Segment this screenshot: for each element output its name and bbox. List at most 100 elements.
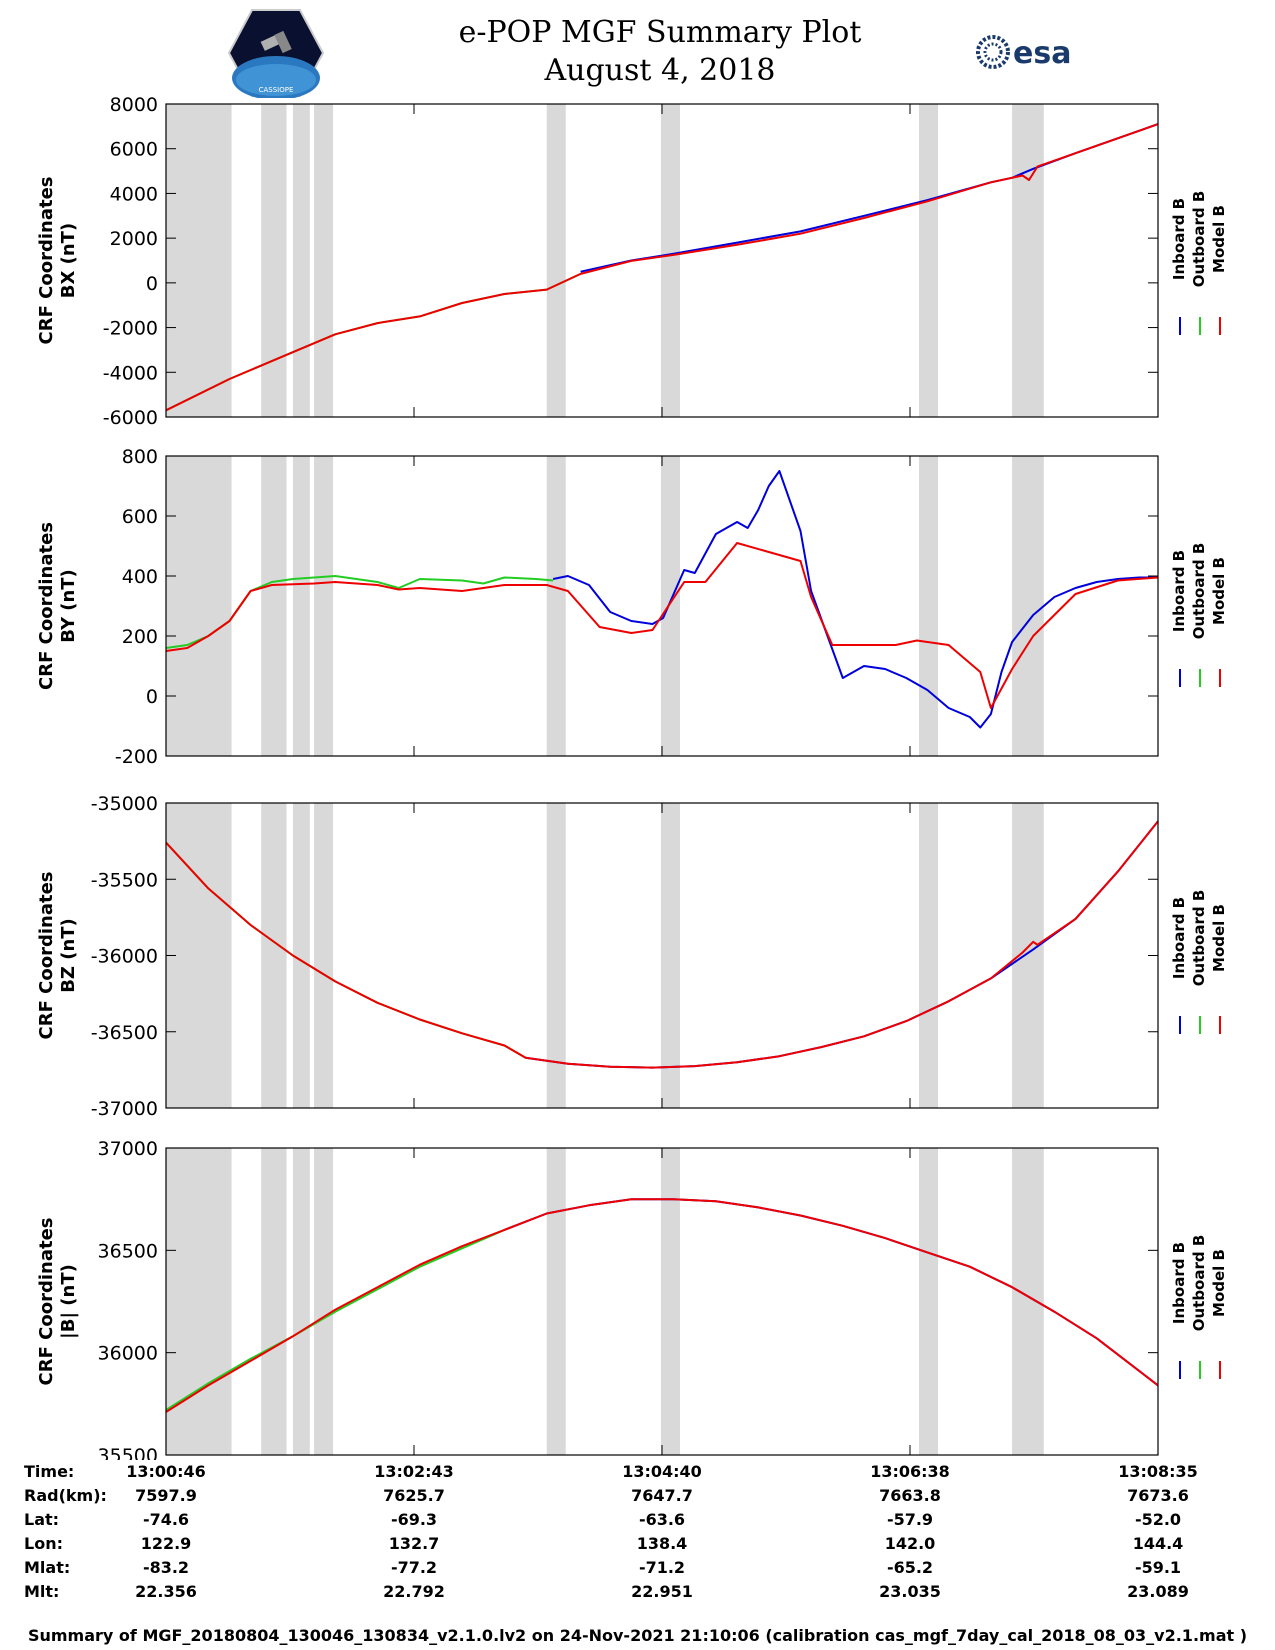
info-row-value: 13:08:35 xyxy=(1118,1462,1198,1481)
info-row-label: Rad(km): xyxy=(24,1486,107,1505)
info-row-value: 7673.6 xyxy=(1127,1486,1189,1505)
legend-label-3: Model B xyxy=(1210,904,1228,972)
ytick-label-3: -36000 xyxy=(91,946,158,968)
y-axis-label-3: BZ (nT) xyxy=(58,918,79,993)
ytick-label-4: 36000 xyxy=(98,1343,158,1365)
series-model-b-panel-2 xyxy=(165,542,1159,709)
info-row-value: 13:06:38 xyxy=(870,1462,950,1481)
series-model-b-panel-4 xyxy=(165,1198,1159,1413)
gap-shade-3 xyxy=(1012,803,1044,1108)
info-row-value: -83.2 xyxy=(142,1558,190,1577)
info-row-value: 132.7 xyxy=(388,1534,440,1553)
series-inboard-b-panel-3 xyxy=(525,820,1159,1069)
gap-shade-1 xyxy=(546,104,566,417)
info-row-value: 23.035 xyxy=(879,1582,941,1601)
plot-frame-3 xyxy=(165,802,1159,1109)
info-row-label: Lat: xyxy=(24,1510,60,1529)
gap-shade-3 xyxy=(261,803,287,1108)
y-axis-label-4: |B| (nT) xyxy=(58,1264,79,1339)
info-row-value: 7625.7 xyxy=(383,1486,445,1505)
ytick-label-4: 37000 xyxy=(98,1138,158,1160)
plot-frame-1 xyxy=(165,103,1159,418)
info-row: Mlat: -83.2 -77.2 -71.2 -65.2 -59.1 xyxy=(0,1558,1275,1582)
gap-shade-1 xyxy=(918,104,939,417)
legend-label-3: Outboard B xyxy=(1190,890,1208,987)
info-row-value: -59.1 xyxy=(1134,1558,1182,1577)
info-row-value: -52.0 xyxy=(1134,1510,1182,1529)
gap-shade-1 xyxy=(292,104,310,417)
gap-shade-1 xyxy=(660,104,680,417)
info-row: Lat: -74.6 -69.3 -63.6 -57.9 -52.0 xyxy=(0,1510,1275,1534)
info-row-value: 138.4 xyxy=(636,1534,688,1553)
legend-label-2: Inboard B xyxy=(1170,550,1188,632)
gap-shade-4 xyxy=(166,1148,232,1455)
ytick-label-1: 8000 xyxy=(110,94,158,116)
info-row-value: 7647.7 xyxy=(631,1486,693,1505)
gap-shade-4 xyxy=(546,1148,566,1455)
info-row-label: Time: xyxy=(24,1462,75,1481)
series-inboard-b-panel-4 xyxy=(504,1198,1159,1387)
info-row-value: 13:04:40 xyxy=(622,1462,702,1481)
ytick-label-2: 800 xyxy=(122,446,158,468)
epop-logo: CASSIOPE xyxy=(228,9,324,98)
gap-shade-4 xyxy=(918,1148,939,1455)
gap-shade-2 xyxy=(261,456,287,756)
info-row-value: 7663.8 xyxy=(879,1486,941,1505)
legend-label-2: Model B xyxy=(1210,557,1228,625)
ytick-label-4: 35500 xyxy=(98,1445,158,1460)
ytick-label-2: 600 xyxy=(122,506,158,528)
info-row-value: 142.0 xyxy=(884,1534,936,1553)
gap-shade-4 xyxy=(1012,1148,1044,1455)
info-row-value: -65.2 xyxy=(886,1558,934,1577)
plot-frame-4 xyxy=(165,1147,1159,1456)
info-row-value: -69.3 xyxy=(390,1510,438,1529)
gap-shade-2 xyxy=(1012,456,1044,756)
legend-label-4: Inboard B xyxy=(1170,1242,1188,1324)
y-axis-label-2: BY (nT) xyxy=(58,569,79,643)
info-row-label: Mlt: xyxy=(24,1582,60,1601)
y-axis-label-2: CRF Coordinates xyxy=(36,522,57,690)
info-row-value: -57.9 xyxy=(886,1510,934,1529)
esa-logo: esa xyxy=(976,35,1071,71)
info-row-value: 22.356 xyxy=(135,1582,197,1601)
info-row: Rad(km): 7597.9 7625.7 7647.7 7663.8 7673.6 xyxy=(0,1486,1275,1510)
footer-caption: Summary of MGF_20180804_130046_130834_v2… xyxy=(27,1626,1248,1645)
gap-shade-4 xyxy=(261,1148,287,1455)
epop-logo-text: CASSIOPE xyxy=(259,86,294,94)
ytick-label-4: 36500 xyxy=(98,1240,158,1262)
info-row-value: -74.6 xyxy=(142,1510,190,1529)
gap-shade-3 xyxy=(660,803,680,1108)
ytick-label-1: -2000 xyxy=(103,318,158,340)
gap-shade-2 xyxy=(546,456,566,756)
ytick-label-1: 2000 xyxy=(110,228,158,250)
ytick-label-1: 0 xyxy=(146,273,158,295)
plot-frame-2 xyxy=(165,455,1159,757)
gap-shade-3 xyxy=(292,803,310,1108)
legend-label-1: Model B xyxy=(1210,205,1228,273)
ytick-label-3: -35000 xyxy=(91,793,158,815)
plot-date: August 4, 2018 xyxy=(544,53,776,88)
info-row-value: -77.2 xyxy=(390,1558,438,1577)
series-inboard-b-panel-2 xyxy=(552,470,1158,729)
series-outboard-b-panel-4 xyxy=(165,1228,505,1411)
gap-shade-1 xyxy=(314,104,334,417)
ytick-label-2: 400 xyxy=(122,566,158,588)
gap-shade-3 xyxy=(314,803,334,1108)
gap-shade-2 xyxy=(918,456,939,756)
info-row-value: -71.2 xyxy=(638,1558,686,1577)
orbit-info-table: Time: 13:00:46 13:02:43 13:04:40 13:06:38 13:… xyxy=(0,1462,1275,1622)
gap-shade-1 xyxy=(1012,104,1044,417)
info-row-label: Lon: xyxy=(24,1534,63,1553)
legend-label-3: Inboard B xyxy=(1170,897,1188,979)
y-axis-label-4: CRF Coordinates xyxy=(36,1218,57,1386)
y-axis-label-3: CRF Coordinates xyxy=(36,872,57,1040)
ytick-label-1: 4000 xyxy=(110,183,158,205)
legend-label-2: Outboard B xyxy=(1190,543,1208,640)
info-row-value: 122.9 xyxy=(140,1534,192,1553)
gap-shade-4 xyxy=(292,1148,310,1455)
gap-shade-4 xyxy=(660,1148,680,1455)
ytick-label-1: -4000 xyxy=(103,362,158,384)
gap-shade-2 xyxy=(292,456,310,756)
info-row-value: -63.6 xyxy=(638,1510,686,1529)
gap-shade-1 xyxy=(166,104,232,417)
